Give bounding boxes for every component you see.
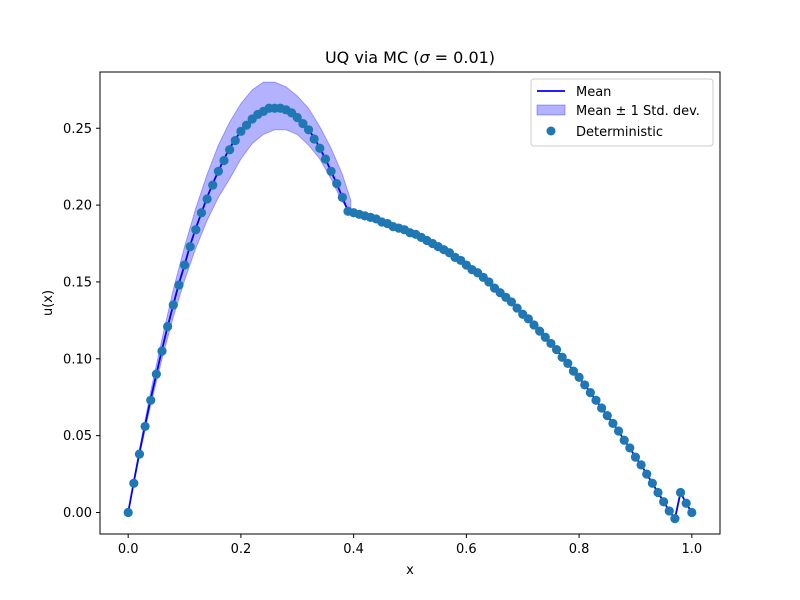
y-tick-label: 0.20: [63, 199, 92, 214]
y-tick-label: 0.05: [63, 429, 92, 444]
deterministic-point: [140, 421, 150, 432]
deterministic-point: [591, 395, 601, 405]
y-tick-label: 0.25: [63, 122, 92, 137]
deterministic-point: [157, 346, 167, 356]
x-axis-ticks: 0.0 0.2 0.4 0.6 0.8 1.0: [118, 534, 702, 557]
deterministic-point: [664, 506, 674, 516]
deterministic-point: [230, 135, 240, 146]
x-tick-label: 0.8: [569, 542, 590, 557]
deterministic-point: [225, 145, 235, 155]
deterministic-point: [506, 297, 517, 307]
legend-box: [530, 78, 714, 147]
deterministic-point: [146, 395, 156, 405]
deterministic-point: [332, 178, 342, 189]
y-tick-label: 0.00: [63, 506, 92, 521]
deterministic-point: [681, 498, 691, 508]
deterministic-point: [608, 418, 618, 428]
deterministic-point: [512, 303, 522, 313]
deterministic-point: [546, 338, 556, 349]
deterministic-point: [625, 443, 635, 453]
deterministic-point: [602, 411, 612, 421]
deterministic-point: [647, 478, 657, 488]
deterministic-point: [292, 112, 302, 123]
legend-deterministic-swatch: [546, 126, 556, 136]
deterministic-point: [636, 460, 646, 470]
deterministic-point: [580, 380, 590, 390]
deterministic-point: [529, 320, 539, 330]
deterministic-point: [236, 126, 246, 136]
deterministic-point: [535, 326, 545, 336]
deterministic-point: [196, 208, 207, 218]
deterministic-point: [191, 225, 201, 235]
x-tick-label: 1.0: [681, 542, 702, 557]
x-tick-label: 0.2: [231, 542, 252, 557]
deterministic-point: [585, 388, 595, 398]
deterministic-point: [134, 449, 145, 459]
y-tick-label: 0.10: [63, 352, 92, 367]
deterministic-point: [163, 321, 173, 332]
y-tick-label: 0.15: [63, 275, 92, 290]
y-axis-ticks: 0.00 0.05 0.10 0.15 0.20 0.25: [63, 122, 100, 521]
deterministic-point: [174, 280, 184, 290]
deterministic-point: [540, 332, 550, 342]
deterministic-point: [315, 143, 325, 153]
deterministic-point: [303, 125, 314, 135]
std-band: [127, 81, 352, 513]
legend-band-swatch: [536, 104, 566, 116]
legend: Mean Mean ± 1 Std. dev. Deterministic: [530, 78, 714, 147]
deterministic-point: [670, 514, 680, 524]
deterministic-point: [309, 134, 319, 144]
std-band-layer: [127, 81, 352, 513]
x-tick-label: 0.0: [118, 542, 139, 557]
deterministic-point: [185, 241, 195, 252]
legend-band-label: Mean ± 1 Std. dev.: [576, 104, 700, 119]
deterministic-point: [523, 314, 533, 324]
deterministic-point: [687, 507, 697, 518]
deterministic-point: [320, 154, 331, 164]
deterministic-point: [557, 352, 567, 362]
deterministic-point: [613, 426, 624, 436]
deterministic-point: [129, 478, 139, 488]
deterministic-point: [213, 166, 223, 176]
deterministic-point: [642, 469, 652, 479]
deterministic-point: [151, 369, 161, 379]
deterministic-point: [675, 487, 686, 498]
x-tick-label: 0.6: [456, 542, 477, 557]
plot-area: [123, 81, 697, 524]
deterministic-point: [619, 435, 629, 445]
y-axis-label: u(x): [41, 290, 56, 316]
deterministic-point: [568, 366, 579, 376]
deterministic-point: [484, 277, 494, 287]
deterministic-point: [219, 155, 229, 166]
deterministic-points-layer: [123, 103, 697, 524]
deterministic-point: [574, 372, 584, 382]
deterministic-point: [298, 119, 308, 129]
x-axis-label: x: [406, 563, 414, 578]
deterministic-point: [241, 120, 252, 130]
deterministic-point: [630, 452, 641, 462]
legend-deterministic-label: Deterministic: [576, 125, 663, 140]
deterministic-point: [202, 194, 212, 204]
deterministic-point: [551, 344, 562, 355]
deterministic-point: [563, 358, 573, 368]
axes-frame: [99, 71, 721, 535]
chart-title: UQ via MC (σ = 0.01): [325, 48, 495, 67]
deterministic-point: [337, 192, 347, 203]
deterministic-point: [653, 487, 663, 498]
deterministic-point: [597, 403, 607, 413]
deterministic-point: [123, 507, 133, 518]
deterministic-point: [659, 497, 669, 507]
legend-mean-label: Mean: [576, 85, 611, 100]
deterministic-point: [168, 300, 178, 310]
deterministic-point: [179, 260, 190, 270]
deterministic-point: [326, 166, 336, 176]
deterministic-point: [208, 180, 218, 190]
x-tick-label: 0.4: [343, 542, 364, 557]
